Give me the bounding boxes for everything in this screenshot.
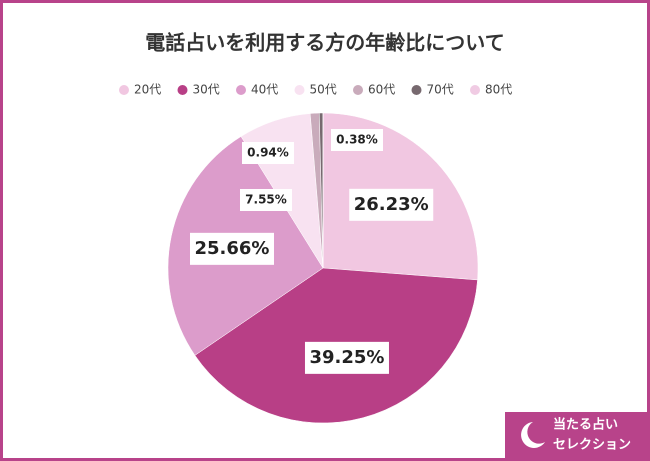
badge-line2: セレクション <box>553 438 631 453</box>
label-box <box>242 142 294 164</box>
label-box <box>349 188 434 221</box>
legend-label: 40代 <box>251 83 278 97</box>
label-box <box>331 129 383 151</box>
label-box <box>189 232 274 265</box>
data-label: 0.38% <box>336 133 378 147</box>
data-label: 26.23% <box>354 194 429 215</box>
legend-label: 20代 <box>134 83 161 97</box>
moon-icon <box>521 422 545 448</box>
legend-label: 80代 <box>485 83 512 97</box>
label-box <box>240 189 292 211</box>
legend-swatch <box>177 85 188 95</box>
legend-swatch <box>294 85 305 95</box>
legend-swatch <box>411 85 422 95</box>
legend-label: 30代 <box>193 83 220 97</box>
legend-swatch <box>470 85 480 95</box>
legend-label: 60代 <box>368 83 395 97</box>
legend-label: 50代 <box>310 83 337 97</box>
badge-line1: 当たる占い <box>553 417 618 433</box>
data-label: 25.66% <box>195 238 270 259</box>
chart-title: 電話占いを利用する方の年齢比について <box>145 31 504 55</box>
badge: 当たる占い セレクション <box>505 412 648 459</box>
badge-bg <box>505 412 648 459</box>
data-label: 0.94% <box>247 146 289 160</box>
legend-swatch <box>236 85 246 95</box>
data-label: 7.55% <box>245 193 287 207</box>
legend-swatch <box>119 85 129 95</box>
label-box <box>304 341 389 374</box>
data-label: 39.25% <box>309 347 384 368</box>
legend-label: 70代 <box>427 83 454 97</box>
legend-swatch <box>353 85 363 95</box>
